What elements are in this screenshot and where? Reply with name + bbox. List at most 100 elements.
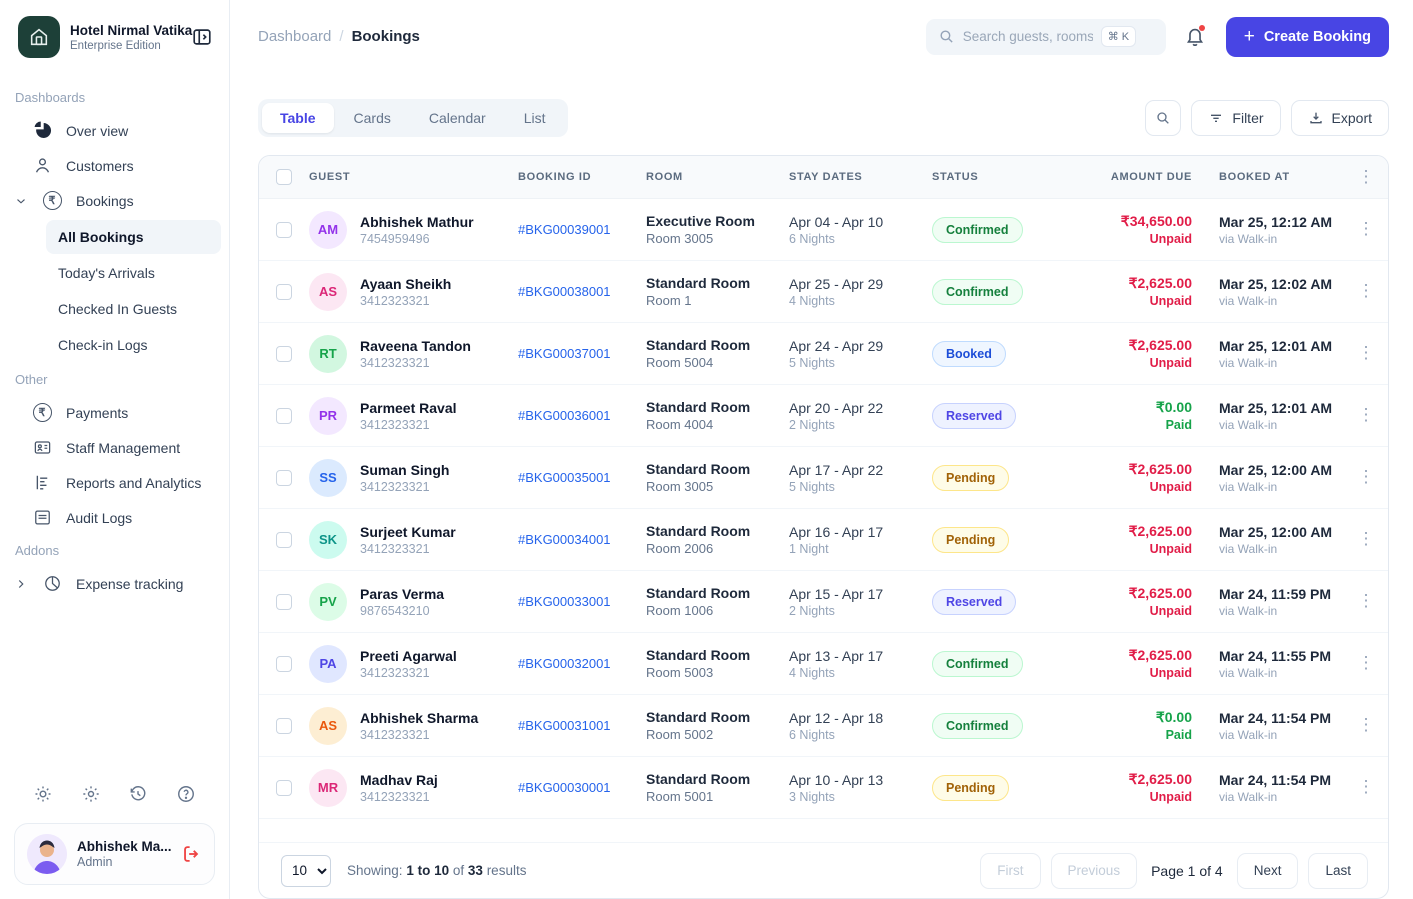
guest-name: Parmeet Raval [360,399,457,416]
row-actions-menu[interactable]: ⋮ [1357,405,1375,424]
sidebar-item-reports-analytics[interactable]: Reports and Analytics [0,465,221,500]
filter-button[interactable]: Filter [1191,100,1281,136]
booking-id-link[interactable]: #BKG00030001 [518,779,611,795]
column-header-guest[interactable]: Guest [309,171,351,183]
create-booking-button[interactable]: + Create Booking [1225,16,1389,57]
booking-id-link[interactable]: #BKG00032001 [518,655,611,671]
document-icon [32,508,52,527]
sidebar-item-customers[interactable]: Customers [0,148,221,183]
sidebar-item-check-in-logs[interactable]: Check-in Logs [58,337,148,353]
column-header-room[interactable]: Room [646,171,683,183]
row-actions-menu[interactable]: ⋮ [1357,529,1375,548]
global-search[interactable]: ⌘ K [925,18,1166,55]
sidebar-item-all-bookings[interactable]: All Bookings [46,220,221,254]
tab-table[interactable]: Table [262,103,334,133]
row-actions-menu[interactable]: ⋮ [1357,467,1375,486]
amount-cell: ₹0.00 Paid [1072,399,1192,432]
next-page-button[interactable]: Next [1236,852,1299,889]
sidebar-item-audit-logs[interactable]: Audit Logs [0,500,221,535]
row-checkbox[interactable] [276,531,292,548]
row-actions-menu[interactable]: ⋮ [1357,343,1375,362]
row-actions-menu[interactable]: ⋮ [1357,281,1375,300]
row-checkbox[interactable] [276,283,292,300]
table-row[interactable]: MR Madhav Raj 3412323321 #BKG00030001 St… [259,757,1388,819]
export-button[interactable]: Export [1290,100,1389,136]
column-header-booking-id[interactable]: Booking ID [518,171,592,183]
column-header-booked-at[interactable]: Booked At [1219,171,1290,183]
booked-at-time: Mar 24, 11:55 PM [1219,647,1332,664]
sidebar-item-staff-management[interactable]: Staff Management [0,430,221,465]
column-header-status[interactable]: Status [932,171,979,183]
sidebar-item-todays-arrivals[interactable]: Today's Arrivals [58,265,155,281]
row-checkbox[interactable] [276,469,292,486]
row-checkbox[interactable] [276,221,292,238]
row-checkbox[interactable] [276,593,292,610]
table-row[interactable]: PA Preeti Agarwal 3412323321 #BKG0003200… [259,633,1388,695]
row-actions-menu[interactable]: ⋮ [1357,653,1375,672]
table-row[interactable]: AS Abhishek Sharma 3412323321 #BKG000310… [259,695,1388,757]
sidebar-item-expense-tracking[interactable]: Expense tracking [0,566,221,601]
first-page-button[interactable]: First [980,852,1041,889]
booking-id-link[interactable]: #BKG00035001 [518,469,611,485]
header-kebab-menu[interactable]: ⋮ [1357,166,1375,186]
section-label-other: Other [15,372,48,387]
table-row[interactable]: PR Parmeet Raval 3412323321 #BKG00036001… [259,385,1388,447]
theme-toggle-button[interactable] [30,781,56,807]
sidebar-collapse-button[interactable] [189,24,215,50]
table-row[interactable]: AS Ayaan Sheikh 3412323321 #BKG00038001 … [259,261,1388,323]
sidebar-item-payments[interactable]: ₹ Payments [0,395,221,430]
row-actions-menu[interactable]: ⋮ [1357,715,1375,734]
page-size-select[interactable]: 10 [281,854,331,887]
row-actions-menu[interactable]: ⋮ [1357,219,1375,238]
table-row[interactable]: PV Paras Verma 9876543210 #BKG00033001 S… [259,571,1388,633]
status-badge: Pending [932,464,1010,491]
help-button[interactable] [173,781,199,807]
payment-status: Unpaid [1149,666,1192,680]
previous-page-button[interactable]: Previous [1050,852,1138,889]
booking-channel: via Walk-in [1219,541,1278,556]
row-actions-menu[interactable]: ⋮ [1357,777,1375,796]
select-all-checkbox[interactable] [276,169,292,185]
row-checkbox[interactable] [276,779,292,796]
payment-status: Unpaid [1149,356,1192,370]
history-button[interactable] [125,781,151,807]
table-row[interactable]: AM Abhishek Mathur 7454959496 #BKG000390… [259,199,1388,261]
booking-id-link[interactable]: #BKG00039001 [518,221,611,237]
logout-button[interactable] [180,843,202,865]
table-search-button[interactable] [1145,100,1182,136]
booking-id-link[interactable]: #BKG00033001 [518,593,611,609]
last-page-button[interactable]: Last [1308,852,1368,889]
tab-list[interactable]: List [506,103,564,133]
column-header-stay-dates[interactable]: Stay Dates [789,171,863,183]
room-type: Executive Room [646,213,755,229]
booking-id-link[interactable]: #BKG00034001 [518,531,611,547]
tab-cards[interactable]: Cards [336,103,409,133]
user-name: Abhishek Ma... [77,839,172,854]
sidebar-item-bookings[interactable]: ₹ Bookings [0,183,221,218]
table-row[interactable]: SS Suman Singh 3412323321 #BKG00035001 S… [259,447,1388,509]
notifications-button[interactable] [1184,24,1208,49]
row-checkbox[interactable] [276,407,292,424]
row-checkbox[interactable] [276,655,292,672]
breadcrumb-dashboard[interactable]: Dashboard [258,28,332,45]
sidebar-item-overview[interactable]: Over view [0,113,221,148]
room-number: Room 5002 [646,727,714,742]
sidebar-item-label: Reports and Analytics [66,474,202,491]
table-row[interactable]: SK Surjeet Kumar 3412323321 #BKG00034001… [259,509,1388,571]
settings-button[interactable] [78,781,104,807]
column-header-amount-due[interactable]: Amount Due [1110,171,1192,183]
row-checkbox[interactable] [276,345,292,362]
guest-phone: 3412323321 [360,789,430,804]
tab-calendar[interactable]: Calendar [411,103,504,133]
booking-id-link[interactable]: #BKG00037001 [518,345,611,361]
table-row[interactable]: RT Raveena Tandon 3412323321 #BKG0003700… [259,323,1388,385]
row-actions-menu[interactable]: ⋮ [1357,591,1375,610]
booking-id-link[interactable]: #BKG00036001 [518,407,611,423]
row-checkbox[interactable] [276,717,292,734]
user-card[interactable]: Abhishek Ma... Admin [14,823,215,885]
sidebar-item-checked-in-guests[interactable]: Checked In Guests [58,301,178,317]
search-input[interactable] [962,29,1093,44]
booking-id-link[interactable]: #BKG00038001 [518,283,611,299]
status-badge: Confirmed [932,278,1023,305]
booking-id-link[interactable]: #BKG00031001 [518,717,611,733]
